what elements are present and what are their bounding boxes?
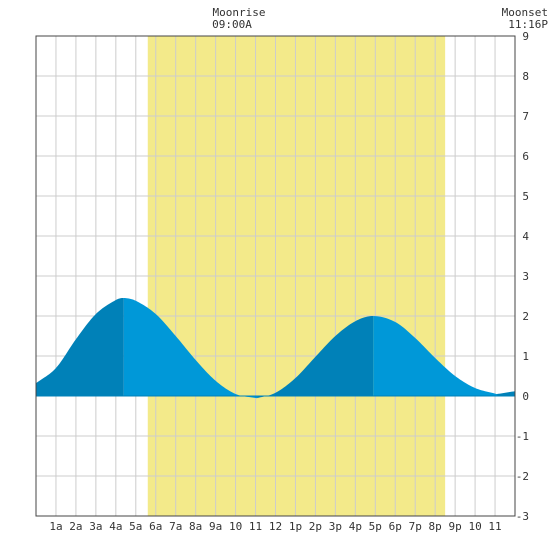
y-tick-label: 4 [522,230,529,243]
x-tick-label: 10 [468,520,481,533]
x-tick-label: 7a [169,520,182,533]
x-tick-labels: 1a 2a 3a 4a 5a 6a 7a 8a 9a 10 11 12 1p 2p 3p 4p 5p 6p 7p 8p… [49,520,501,533]
x-tick-label: 6p [389,520,402,533]
x-tick-label: 10 [229,520,242,533]
tide-area-layer [36,297,515,399]
plot-frame [35,35,516,517]
y-tick-label: -2 [516,470,529,483]
x-tick-label: 1p [289,520,302,533]
y-tick-label: 5 [522,190,529,203]
x-tick-label: 9a [209,520,222,533]
y-tick-label: 9 [522,30,529,43]
x-tick-label: 1a [49,520,62,533]
x-tick-label: 5a [129,520,142,533]
x-tick-label: 7p [409,520,422,533]
x-tick-label: 6a [149,520,162,533]
moonrise-label: Moonrise [213,6,266,19]
y-tick-label: 2 [522,310,529,323]
x-tick-label: 11 [488,520,501,533]
y-tick-label: 1 [522,350,529,363]
x-tick-label: 3p [329,520,342,533]
x-tick-label: 4p [349,520,362,533]
x-tick-label: 4a [109,520,122,533]
tide-area-rising [36,297,124,396]
x-tick-label: 8a [189,520,202,533]
y-tick-label: -3 [516,510,529,523]
y-tick-label: 3 [522,270,529,283]
moonset-label: Moonset [502,6,548,19]
x-tick-label: 12 [269,520,282,533]
y-tick-label: 6 [522,150,529,163]
tide-area-falling [123,298,258,399]
x-tick-label: 3a [89,520,102,533]
x-tick-label: 2p [309,520,322,533]
y-tick-label: 7 [522,110,529,123]
tide-area-rising [497,391,515,396]
x-tick-label: 5p [369,520,382,533]
x-tick-label: 11 [249,520,262,533]
x-tick-label: 8p [429,520,442,533]
x-tick-label: 9p [449,520,462,533]
y-tick-label: 0 [522,390,529,403]
moonrise-time: 09:00A [212,18,252,31]
grid-layer [36,36,515,516]
y-tick-label: 8 [522,70,529,83]
y-tick-label: -1 [516,430,529,443]
y-tick-labels: -3 -2 -1 0 1 2 3 4 5 6 7 8 9 [516,30,530,523]
tide-area-rising [257,316,374,398]
tide-area-falling [373,316,498,396]
moonset-time: 11:16P [508,18,548,31]
x-tick-label: 2a [69,520,82,533]
